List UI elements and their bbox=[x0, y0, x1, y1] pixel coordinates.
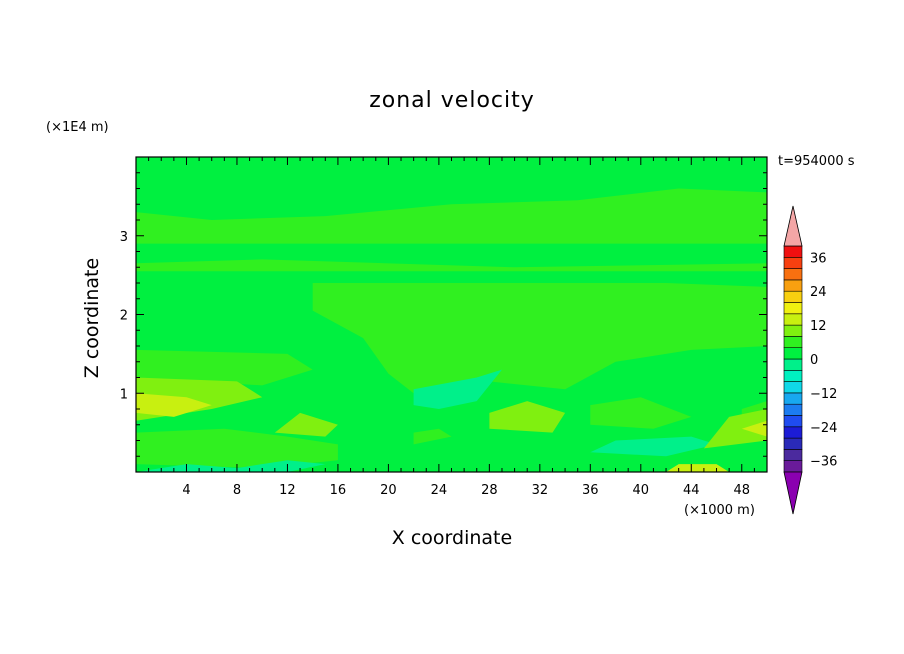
colorbar-segment bbox=[783, 313, 803, 326]
x-tick-label: 16 bbox=[330, 483, 347, 498]
colorbar-tick-label: 0 bbox=[810, 353, 818, 368]
y-tick-label: 2 bbox=[120, 309, 128, 324]
contour-region-14 bbox=[703, 409, 767, 449]
colorbar-segment bbox=[783, 449, 803, 461]
colorbar-segment bbox=[783, 403, 803, 416]
colorbar-segment bbox=[783, 369, 803, 382]
colorbar-segment bbox=[783, 415, 803, 428]
contour-region-2 bbox=[136, 259, 767, 272]
colorbar-segment bbox=[783, 358, 803, 371]
y-tick-label: 3 bbox=[120, 230, 128, 245]
contour-region-9 bbox=[413, 369, 502, 409]
x-axis-unit: (×1000 m) bbox=[684, 503, 755, 518]
x-axis-label: X coordinate bbox=[0, 527, 904, 549]
contour-region-15 bbox=[274, 412, 338, 437]
colorbar-tick-label: −24 bbox=[810, 421, 837, 436]
colorbar-extend-high bbox=[783, 205, 803, 247]
contour-region-18 bbox=[666, 464, 730, 472]
colorbar-tick-label: 36 bbox=[810, 251, 827, 266]
chart-title: zonal velocity bbox=[369, 88, 535, 113]
y-axis-unit: (×1E4 m) bbox=[46, 120, 109, 135]
contour-region-3 bbox=[312, 283, 767, 394]
contour-region-4 bbox=[136, 349, 313, 386]
x-tick-label: 4 bbox=[182, 483, 190, 498]
colorbar-segment bbox=[783, 302, 803, 315]
colorbar-segment bbox=[783, 426, 803, 439]
contour-region-8 bbox=[413, 428, 452, 445]
x-tick-label: 28 bbox=[481, 483, 498, 498]
colorbar-segment bbox=[783, 290, 803, 303]
x-tick-label: 48 bbox=[733, 483, 750, 498]
y-tick-label: 1 bbox=[120, 387, 128, 402]
x-axis-label-text: X coordinate bbox=[391, 527, 513, 549]
colorbar-segment bbox=[783, 381, 803, 394]
contour-region-17 bbox=[741, 420, 767, 437]
contour-region-7 bbox=[136, 428, 338, 469]
colorbar-tick-label: −12 bbox=[810, 387, 837, 402]
contour-fields bbox=[136, 157, 767, 472]
colorbar-segment bbox=[783, 437, 803, 450]
contour-region-13 bbox=[489, 401, 566, 433]
contour-region-16 bbox=[136, 393, 212, 417]
x-tick-label: 40 bbox=[633, 483, 650, 498]
contour-region-11 bbox=[590, 436, 717, 457]
colorbar-segment bbox=[783, 268, 803, 281]
colorbar-segment bbox=[783, 279, 803, 292]
x-tick-label: 12 bbox=[279, 483, 296, 498]
colorbar-segment bbox=[783, 324, 803, 337]
contour-region-1 bbox=[136, 188, 767, 244]
x-tick-label: 20 bbox=[380, 483, 397, 498]
colorbar-segment bbox=[783, 336, 803, 348]
colorbar-segment bbox=[783, 256, 803, 269]
x-tick-label: 36 bbox=[582, 483, 599, 498]
colorbar-segment bbox=[783, 392, 803, 405]
x-tick-label: 32 bbox=[532, 483, 549, 498]
time-label: t=954000 s bbox=[778, 154, 855, 169]
colorbar: 36 24 12 0 −12 −24 −36 bbox=[783, 205, 837, 515]
x-tick-label: 44 bbox=[683, 483, 700, 498]
contour-region-5 bbox=[590, 397, 692, 429]
contour-region-10 bbox=[136, 460, 326, 472]
colorbar-tick-label: −36 bbox=[810, 455, 837, 470]
colorbar-segment bbox=[783, 460, 803, 473]
colorbar-segment bbox=[783, 347, 803, 360]
x-tick-label: 24 bbox=[431, 483, 448, 498]
colorbar-extend-low bbox=[783, 471, 803, 515]
x-tick-label: 8 bbox=[233, 483, 241, 498]
colorbar-tick-label: 24 bbox=[810, 285, 827, 300]
colorbar-tick-label: 12 bbox=[810, 319, 827, 334]
colorbar-segment bbox=[783, 245, 803, 258]
